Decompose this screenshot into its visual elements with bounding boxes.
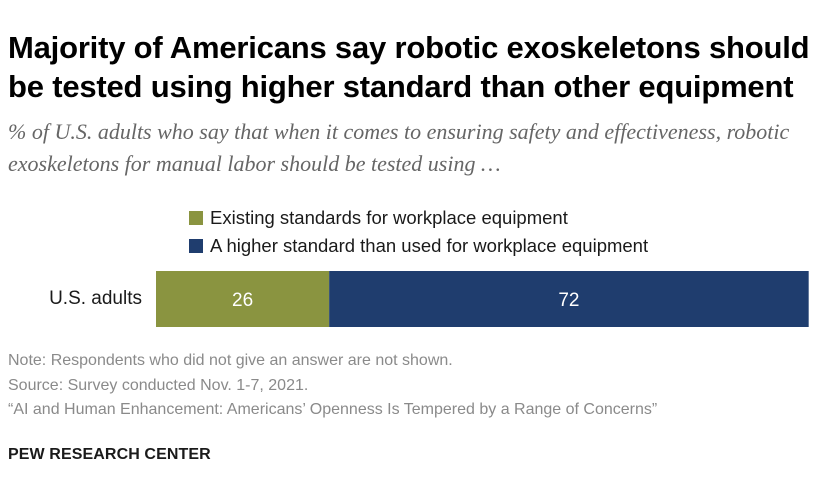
legend-item-existing: Existing standards for workplace equipme… <box>189 204 648 232</box>
brand-logo-text: PEW RESEARCH CENTER <box>8 446 211 463</box>
chart-title: Majority of Americans say robotic exoske… <box>8 30 810 104</box>
bar-higher <box>329 271 809 327</box>
legend: Existing standards for workplace equipme… <box>189 204 648 260</box>
legend-label-existing: Existing standards for workplace equipme… <box>210 207 568 228</box>
bar-existing-value-label: 26 <box>232 290 253 311</box>
bar-existing <box>156 271 330 327</box>
chart-subtitle: % of U.S. adults who say that when it co… <box>8 119 790 176</box>
legend-item-higher: A higher standard than used for workplac… <box>189 232 648 260</box>
category-label: U.S. adults <box>49 288 142 309</box>
note-text: Note: Respondents who did not give an an… <box>8 352 453 369</box>
bar-higher-value-label: 72 <box>558 290 579 311</box>
legend-swatch-existing <box>189 211 203 225</box>
notes: Note: Respondents who did not give an an… <box>8 349 836 423</box>
report-text: “AI and Human Enhancement: Americans’ Op… <box>8 401 658 418</box>
source-text: Source: Survey conducted Nov. 1-7, 2021. <box>8 376 309 394</box>
legend-label-higher: A higher standard than used for workplac… <box>210 235 649 256</box>
legend-swatch-higher <box>189 239 203 253</box>
